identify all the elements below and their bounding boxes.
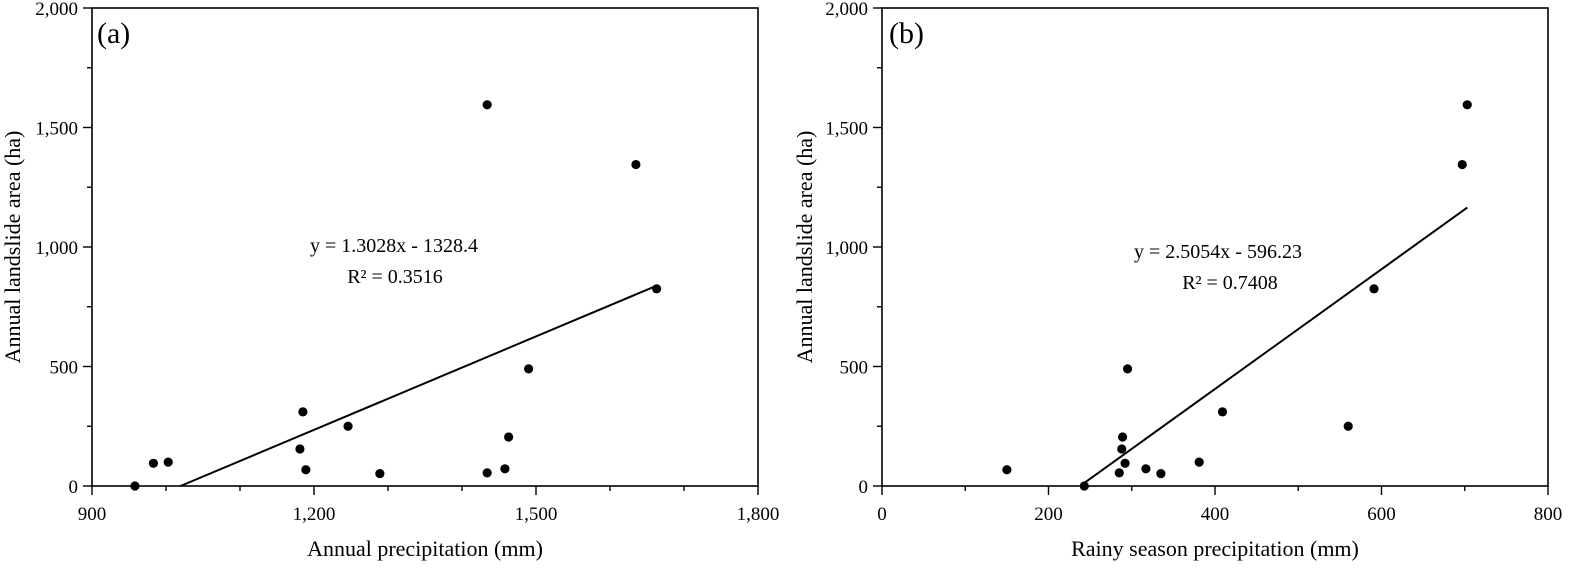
panel-a-data-point <box>130 481 140 491</box>
panel-b-data-point <box>1120 458 1130 468</box>
panel-b-data-point <box>1156 468 1166 479</box>
panel-a: (a) Annual precipitation (mm) Annual lan… <box>0 0 779 561</box>
panel-b-x-tick-label: 400 <box>1201 504 1230 525</box>
panel-b-data-point <box>1217 407 1228 417</box>
panel-a-y-tick-label: 1,500 <box>35 119 78 140</box>
panel-b-data-point <box>1343 421 1353 431</box>
panel-b-x-tick-label: 0 <box>877 504 887 525</box>
panel-a-data-point <box>298 407 308 417</box>
panel-a-data-point <box>148 458 159 468</box>
panel-b: (b) Rainy season precipitation (mm) Annu… <box>792 0 1562 561</box>
panel-a-data-point <box>482 468 492 478</box>
panel-b-r-squared: R² = 0.7408 <box>1182 272 1278 294</box>
panel-a-data-point <box>631 159 641 170</box>
panel-a-label: (a) <box>97 17 130 50</box>
panel-a-data-point <box>163 457 173 467</box>
panel-b-x-tick-label: 600 <box>1367 504 1396 525</box>
panel-a-trendline <box>180 284 658 487</box>
panel-b-trend-equation: y = 2.5054x - 596.23 <box>1134 241 1302 263</box>
panel-a-y-tick-label: 2,000 <box>35 0 78 20</box>
panel-a-data-point <box>375 468 385 479</box>
panel-b-x-tick-label: 200 <box>1034 504 1063 525</box>
panel-b-y-tick-label: 0 <box>859 477 869 498</box>
panel-a-x-tick-label: 1,500 <box>515 504 558 525</box>
panel-b-label: (b) <box>889 17 924 50</box>
panel-a-data-point <box>652 284 662 294</box>
panel-b-y-axis-title: Annual landslide area (ha) <box>792 131 817 364</box>
panel-b-data-point <box>1457 159 1467 170</box>
panel-a-trend-equation: y = 1.3028x - 1328.4 <box>310 235 478 257</box>
panel-b-data-point <box>1114 468 1124 478</box>
panel-b-data-point <box>1002 465 1012 475</box>
panel-a-data-point <box>301 465 311 475</box>
panel-b-x-tick-label: 800 <box>1534 504 1563 525</box>
panel-a-x-tick-label: 1,800 <box>737 504 780 525</box>
panel-a-x-axis-title: Annual precipitation (mm) <box>307 536 543 561</box>
panel-b-data-point <box>1117 432 1128 442</box>
panel-a-data-point <box>504 432 514 442</box>
panel-b-y-tick-label: 1,500 <box>825 119 868 140</box>
panel-b-trendline <box>1083 206 1468 484</box>
panel-a-data-point <box>524 364 534 374</box>
panel-a-x-tick-label: 900 <box>78 504 107 525</box>
panel-a-y-tick-label: 500 <box>50 358 79 379</box>
panel-b-data-point <box>1117 444 1127 454</box>
panel-a-r-squared: R² = 0.3516 <box>347 266 443 288</box>
panel-b-data-point <box>1141 464 1151 474</box>
panel-a-y-tick-label: 1,000 <box>35 238 78 259</box>
panel-a-data-point <box>343 421 353 431</box>
panel-a-data-point <box>295 444 305 454</box>
panel-a-data-point <box>500 464 510 474</box>
panel-b-data-point <box>1462 100 1472 110</box>
panel-b-y-tick-label: 1,000 <box>825 238 868 259</box>
panel-a-y-axis-title: Annual landslide area (ha) <box>0 131 25 364</box>
panel-b-data-point <box>1369 284 1379 294</box>
panel-a-data-point <box>482 100 492 110</box>
panel-a-y-tick-label: 0 <box>69 477 79 498</box>
panel-b-data-point <box>1122 364 1133 374</box>
panel-b-y-tick-label: 500 <box>840 358 869 379</box>
panel-b-x-axis-title: Rainy season precipitation (mm) <box>1071 536 1359 561</box>
panel-b-data-point <box>1079 481 1089 491</box>
panel-b-y-tick-label: 2,000 <box>825 0 868 20</box>
panel-a-x-tick-label: 1,200 <box>293 504 336 525</box>
panel-b-data-point <box>1194 457 1204 467</box>
